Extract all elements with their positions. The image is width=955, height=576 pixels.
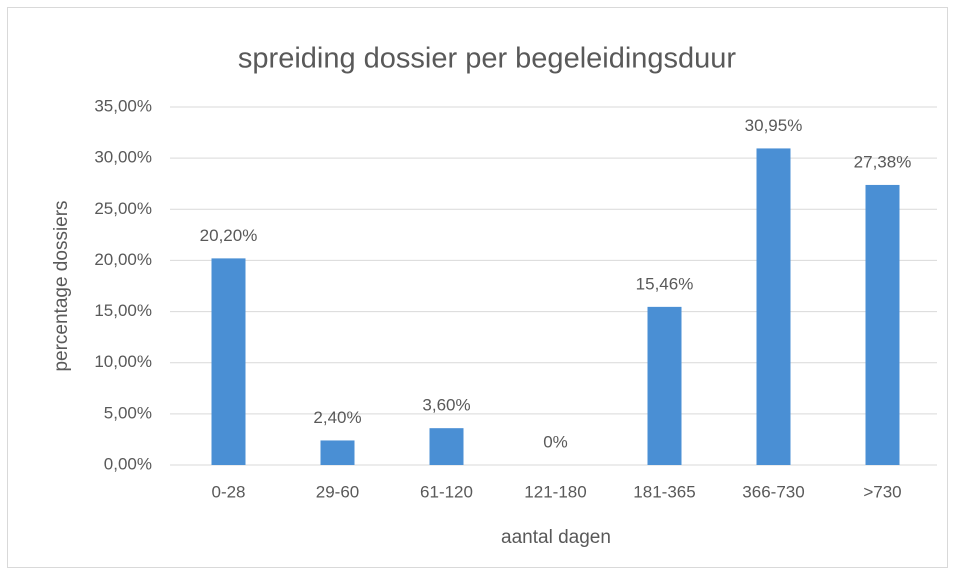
bar <box>756 148 791 465</box>
y-tick-label: 25,00% <box>94 199 152 218</box>
x-tick-label: 181-365 <box>633 482 695 501</box>
y-tick-label: 5,00% <box>104 403 152 422</box>
x-tick-label: 61-120 <box>420 482 473 501</box>
x-tick-label: 0-28 <box>211 482 245 501</box>
y-tick-label: 10,00% <box>94 352 152 371</box>
data-label: 15,46% <box>636 274 694 293</box>
bar <box>429 428 464 465</box>
chart-title: spreiding dossier per begeleidingsduur <box>238 43 736 75</box>
bar <box>211 258 246 465</box>
data-label: 2,40% <box>313 408 361 427</box>
data-label: 0% <box>543 432 568 451</box>
bar <box>320 440 355 465</box>
y-tick-label: 0,00% <box>104 454 152 473</box>
y-tick-label: 35,00% <box>94 96 152 115</box>
data-label: 20,20% <box>200 226 258 245</box>
y-tick-label: 20,00% <box>94 250 152 269</box>
x-tick-label: 366-730 <box>742 482 804 501</box>
data-label: 27,38% <box>854 152 912 171</box>
x-axis-title: aantal dagen <box>501 527 611 548</box>
y-tick-label: 30,00% <box>94 148 152 167</box>
x-tick-label: >730 <box>863 482 901 501</box>
x-tick-label: 121-180 <box>524 482 586 501</box>
y-tick-label: 15,00% <box>94 301 152 320</box>
data-label: 30,95% <box>745 116 803 135</box>
bar <box>647 306 682 465</box>
chart-border <box>7 7 948 568</box>
bar <box>865 184 900 465</box>
data-label: 3,60% <box>422 396 470 415</box>
y-axis-title: percentage dossiers <box>51 200 72 371</box>
x-tick-label: 29-60 <box>316 482 359 501</box>
